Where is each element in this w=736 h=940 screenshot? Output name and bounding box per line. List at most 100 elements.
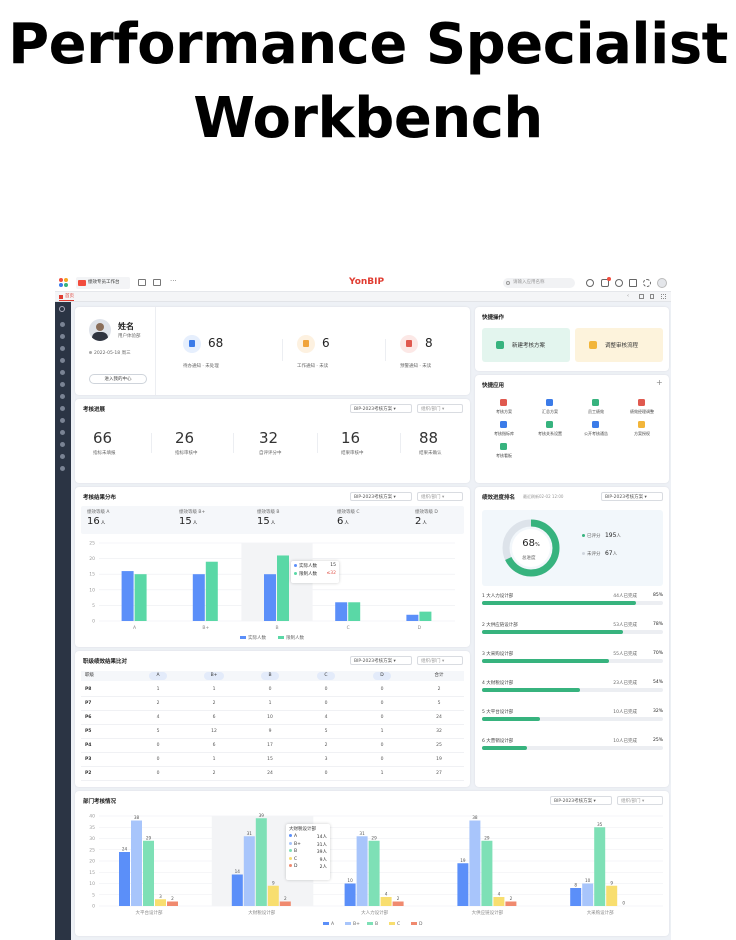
avatar-icon[interactable] bbox=[657, 278, 667, 288]
plan-select[interactable]: BIP-2023考核方案 ▾ bbox=[350, 492, 412, 501]
quick-app-item[interactable]: 考核关系设置 bbox=[527, 419, 573, 439]
folder-icon[interactable] bbox=[153, 279, 161, 286]
bar bbox=[392, 901, 404, 906]
sidebar-item[interactable] bbox=[60, 394, 65, 399]
stat-item[interactable]: 32 自评评分中 bbox=[253, 429, 313, 469]
data-label: 14 bbox=[235, 869, 241, 874]
sidebar-item[interactable] bbox=[60, 406, 65, 411]
tooltip-series: A bbox=[289, 834, 297, 840]
ranking-row[interactable]: 3 大采购设计部 55人已完成 70% bbox=[482, 651, 663, 675]
sidebar-search-icon[interactable] bbox=[59, 306, 65, 312]
table-row[interactable]: P2 0 2 24 0 1 27 bbox=[81, 768, 464, 781]
org-select[interactable]: 组织/部门 ▾ bbox=[617, 796, 663, 805]
quick-app-item[interactable]: 绩效经理调整 bbox=[619, 397, 665, 417]
table-row[interactable]: P5 5 12 9 5 1 32 bbox=[81, 726, 464, 739]
table-row[interactable]: P4 0 6 17 2 0 25 bbox=[81, 740, 464, 753]
stat-value: 32 bbox=[259, 429, 279, 447]
ranking-name: 1 大人力设计部 bbox=[482, 594, 514, 599]
tab-list-icon[interactable] bbox=[639, 294, 644, 299]
window-icon[interactable] bbox=[138, 279, 146, 286]
adjust-flow-button[interactable]: 调整审核流程 bbox=[575, 328, 663, 362]
bar bbox=[582, 883, 594, 906]
sidebar-item[interactable] bbox=[60, 430, 65, 435]
quick-app-item[interactable]: 考核指标库 bbox=[481, 419, 527, 439]
quick-app-label: 方案授权 bbox=[634, 431, 650, 436]
sidebar-item[interactable] bbox=[60, 454, 65, 459]
sidebar-item[interactable] bbox=[60, 358, 65, 363]
settings-icon[interactable] bbox=[643, 279, 651, 287]
ranking-row[interactable]: 5 大平台设计部 10人已完成 32% bbox=[482, 709, 663, 733]
tab-workbench[interactable]: 绩效专员工作台 bbox=[76, 277, 130, 289]
data-label: 9 bbox=[610, 880, 613, 885]
profile-divider bbox=[155, 307, 156, 395]
quick-app-item[interactable]: 汇总方案 bbox=[527, 397, 573, 417]
ranking-row[interactable]: 6 大营销设计部 10人已完成 25% bbox=[482, 738, 663, 762]
grade-item: 绩效等级 B 15人 bbox=[257, 510, 280, 527]
stat-item[interactable]: 16 结果审核中 bbox=[335, 429, 395, 469]
table-row[interactable]: P6 4 6 10 4 0 24 bbox=[81, 712, 464, 725]
more-icon[interactable]: ··· bbox=[170, 277, 177, 285]
table-row[interactable]: P7 2 2 1 0 0 5 bbox=[81, 698, 464, 711]
sidebar-item[interactable] bbox=[60, 322, 65, 327]
stat-item[interactable]: 66 指标未填报 bbox=[87, 429, 147, 469]
profile-date: 2022-05-18 周三 bbox=[89, 350, 131, 356]
quick-app-item[interactable]: 考核方案 bbox=[481, 397, 527, 417]
data-label: 4 bbox=[385, 892, 388, 897]
table-cell: 0 bbox=[380, 701, 384, 706]
grade-item: 绩效等级 B+ 15人 bbox=[179, 510, 206, 527]
table-cell: 0 bbox=[324, 701, 328, 706]
legend-swatch bbox=[323, 922, 329, 925]
quick-app-item[interactable]: 员工绩效 bbox=[573, 397, 619, 417]
counter-todo[interactable]: 68 待办通知 · 未处理 bbox=[183, 335, 273, 375]
plan-select[interactable]: BIP-2023考核方案 ▾ bbox=[350, 404, 412, 413]
calendar-icon[interactable] bbox=[629, 279, 637, 287]
ranking-row[interactable]: 2 大供应链设计部 53人已完成 78% bbox=[482, 622, 663, 646]
tab-lock-icon[interactable] bbox=[650, 294, 654, 299]
table-row[interactable]: P8 1 1 0 0 0 2 bbox=[81, 684, 464, 697]
quick-app-label: 公开考核通告 bbox=[584, 431, 608, 436]
help-icon[interactable] bbox=[586, 279, 594, 287]
add-app-icon[interactable]: + bbox=[656, 378, 663, 387]
quick-app-label: 员工绩效 bbox=[588, 409, 604, 414]
tab-prev-icon[interactable]: ‹ bbox=[627, 293, 629, 299]
stat-item[interactable]: 26 指标审核中 bbox=[169, 429, 229, 469]
legend-label: B bbox=[375, 921, 378, 927]
sidebar-item[interactable] bbox=[60, 466, 65, 471]
fullscreen-icon[interactable] bbox=[661, 294, 666, 299]
counter-work[interactable]: 6 工作通知 · 未读 bbox=[297, 335, 387, 375]
tab-home[interactable]: 首页 bbox=[59, 293, 74, 301]
org-select[interactable]: 组织/部门 ▾ bbox=[417, 492, 463, 501]
data-label: 10 bbox=[347, 878, 353, 883]
refresh-icon[interactable] bbox=[615, 279, 623, 287]
sidebar-item[interactable] bbox=[60, 346, 65, 351]
plan-select[interactable]: BIP-2023考核方案 ▾ bbox=[550, 796, 612, 805]
tooltip-value: 14人 bbox=[316, 835, 327, 840]
notification-icon[interactable] bbox=[601, 277, 611, 287]
enter-center-button[interactable]: 进入我的中心 bbox=[89, 374, 147, 384]
quick-app-item[interactable]: 考核看板 bbox=[481, 441, 527, 461]
apps-grid-icon[interactable] bbox=[59, 278, 69, 288]
sidebar-item[interactable] bbox=[60, 370, 65, 375]
sidebar-item[interactable] bbox=[60, 418, 65, 423]
ranking-row[interactable]: 4 大财税设计部 23人已完成 54% bbox=[482, 680, 663, 704]
quick-app-item[interactable]: 公开考核通告 bbox=[573, 419, 619, 439]
quick-app-item[interactable]: 方案授权 bbox=[619, 419, 665, 439]
ranking-row[interactable]: 1 大人力设计部 44人已完成 85% bbox=[482, 593, 663, 617]
sidebar-item[interactable] bbox=[60, 334, 65, 339]
sidebar-item[interactable] bbox=[60, 442, 65, 447]
plan-select[interactable]: BIP-2023考核方案 ▾ bbox=[601, 492, 663, 501]
table-row[interactable]: P3 0 1 15 3 0 19 bbox=[81, 754, 464, 767]
org-select[interactable]: 组织/部门 ▾ bbox=[417, 404, 463, 413]
bar bbox=[469, 820, 481, 906]
stat-item[interactable]: 88 结果未确认 bbox=[413, 429, 469, 469]
counter-warning[interactable]: 8 预警通知 · 未读 bbox=[400, 335, 470, 375]
search-input[interactable]: 请输入应用名称 bbox=[503, 278, 575, 288]
new-plan-button[interactable]: 新建考核方案 bbox=[482, 328, 570, 362]
org-select[interactable]: 组织/部门 ▾ bbox=[417, 656, 463, 665]
bar bbox=[119, 852, 130, 906]
sidebar-item[interactable] bbox=[60, 382, 65, 387]
plan-select[interactable]: BIP-2023考核方案 ▾ bbox=[350, 656, 412, 665]
home-icon bbox=[59, 295, 63, 299]
ranking-percent: 54% bbox=[652, 680, 663, 685]
chart-tooltip: 实际人数 15 限制人数 ≤32 bbox=[291, 561, 339, 583]
